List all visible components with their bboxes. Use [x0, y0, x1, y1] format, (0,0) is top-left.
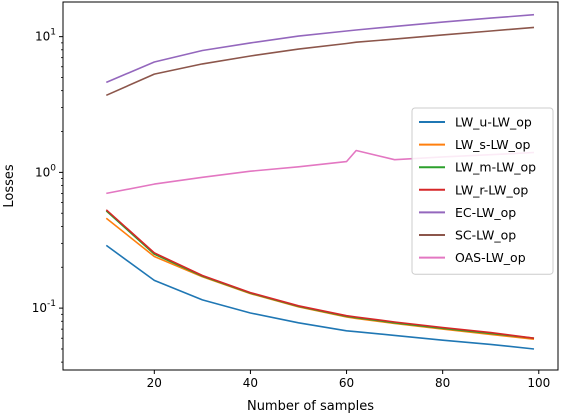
x-tick-label: 40	[243, 376, 258, 390]
legend-label-5: SC-LW_op	[455, 228, 516, 243]
legend-label-6: OAS-LW_op	[455, 250, 526, 265]
x-tick-label: 60	[339, 376, 354, 390]
y-axis-label: Losses	[2, 164, 17, 208]
legend-label-0: LW_u-LW_op	[455, 115, 532, 130]
legend-box	[411, 107, 554, 275]
x-axis-label: Number of samples	[247, 399, 374, 414]
legend: LW_u-LW_op LW_s-LW_op LW_m-LW_op LW_r-LW_op…	[411, 107, 554, 275]
axes-frame	[62, 1, 559, 371]
x-tick-label: 20	[147, 376, 162, 390]
legend-label-1: LW_s-LW_op	[455, 137, 531, 152]
axes	[62, 1, 559, 371]
series-line-5	[105, 26, 535, 97]
legend-label-3: LW_r-LW_op	[455, 182, 528, 197]
x-tick-label: 80	[435, 376, 450, 390]
legend-label-4: EC-LW_op	[455, 205, 516, 220]
series-line-3	[105, 209, 535, 339]
series-line-0	[105, 244, 535, 350]
legend-label-2: LW_m-LW_op	[455, 160, 536, 175]
x-tick-label: 100	[527, 376, 550, 390]
series-line-4	[105, 13, 535, 84]
